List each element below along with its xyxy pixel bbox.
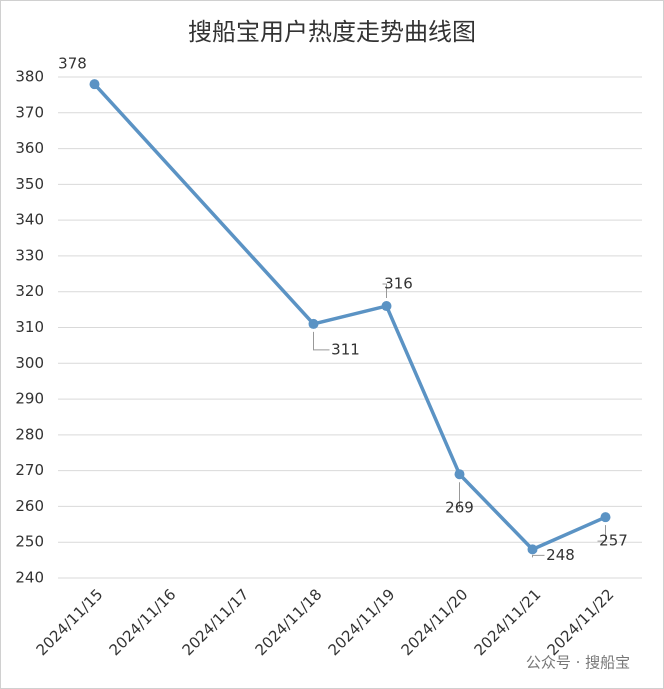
chart-title: 搜船宝用户热度走势曲线图 xyxy=(188,18,476,46)
y-tick-label: 320 xyxy=(15,282,44,300)
data-label: 257 xyxy=(599,532,628,550)
y-tick-label: 350 xyxy=(15,175,44,193)
y-tick-label: 240 xyxy=(15,569,44,587)
y-tick-label: 380 xyxy=(15,68,44,86)
y-tick-label: 360 xyxy=(15,139,44,157)
point xyxy=(600,512,611,523)
watermark: 公众号 · 搜船宝 xyxy=(526,654,630,672)
leader-line xyxy=(597,525,606,542)
y-tick-label: 300 xyxy=(15,354,44,372)
point xyxy=(527,544,538,555)
leader-line xyxy=(382,283,387,299)
y-tick-label: 270 xyxy=(15,461,44,479)
leader-line xyxy=(532,554,545,558)
data-label: 311 xyxy=(331,340,360,358)
point xyxy=(454,469,465,480)
point xyxy=(89,79,100,90)
y-tick-label: 250 xyxy=(15,533,44,551)
data-label: 248 xyxy=(546,546,575,564)
line xyxy=(93,82,607,552)
data-label: 269 xyxy=(445,499,474,517)
point xyxy=(308,318,319,329)
y-tick-label: 290 xyxy=(15,390,44,408)
y-tick-label: 370 xyxy=(15,103,44,121)
y-tick-label: 340 xyxy=(15,211,44,229)
data-label: 316 xyxy=(384,275,413,293)
y-tick-label: 280 xyxy=(15,425,44,443)
y-tick-label: 330 xyxy=(15,246,44,264)
y-tick-label: 260 xyxy=(15,497,44,515)
y-tick-label: 310 xyxy=(15,318,44,336)
data-label: 378 xyxy=(58,55,87,73)
leader-line xyxy=(313,331,330,351)
point xyxy=(381,301,392,312)
